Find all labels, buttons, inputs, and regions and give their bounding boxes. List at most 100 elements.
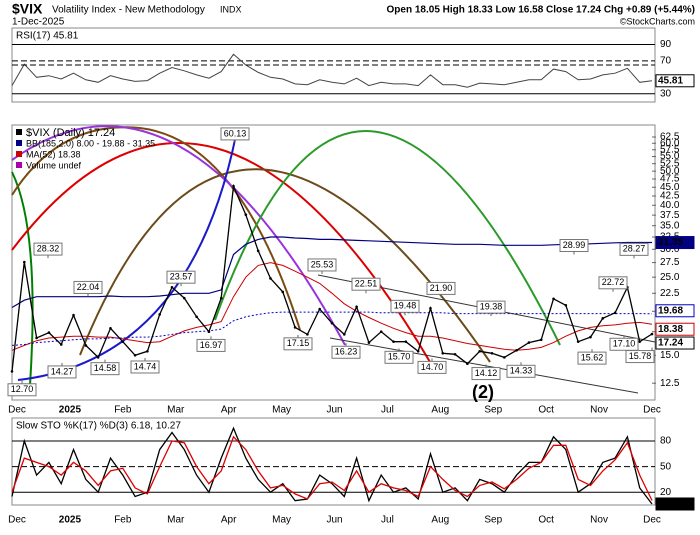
annotation-box [417,360,447,374]
arc [11,125,346,346]
annotation-label: 19.48 [394,301,417,311]
y-tick-label: 70 [660,56,672,67]
value-box [655,336,695,350]
price-point [133,354,137,357]
annotation-label: 15.62 [581,352,604,362]
annotation-box [390,299,420,313]
y-tick-label: 62.5 [660,132,680,143]
legend-swatch [16,140,22,146]
price-point [293,326,297,329]
legend-swatch [16,151,22,157]
legend-swatch [16,162,22,168]
annotation-box [577,351,607,365]
y-tick-label: 27.5 [660,257,680,268]
value-box-label: 19.68 [658,305,683,316]
y-tick-label: 55.0 [660,151,680,162]
price-point [355,305,358,309]
price-point [589,335,592,339]
annotation-box [166,270,196,284]
price-point [170,285,174,289]
price-point [367,341,371,344]
x-tick-label: Jun [326,405,342,416]
annotation-label: 14.33 [510,366,533,376]
y-tick-label: 57.5 [660,144,680,155]
price-point [232,184,235,188]
trendline [329,337,639,394]
x-tick-label: Aug [431,405,449,416]
price-point [330,321,334,325]
price-point [59,343,63,346]
annotation-label: 17.15 [287,338,310,348]
indicator-line [11,53,653,88]
legend-label: Volume undef [26,160,82,170]
annotation-label: 14.58 [94,363,117,373]
annotation-box [33,242,63,256]
x-tick-label: Jul [381,515,394,526]
arc [11,171,34,386]
annotation-label: 14.74 [134,361,157,371]
annotation-label: 28.99 [563,240,586,250]
value-box-label: 45.81 [658,75,683,86]
annotation-label: 25.53 [311,259,334,269]
x-tick-label: Nov [590,515,608,526]
price-point [650,332,654,336]
price-point [601,317,605,320]
annotation-label: 28.32 [37,243,60,253]
price-point [429,306,432,310]
x-tick-label: 2025 [59,405,82,416]
annotation-box [506,364,536,378]
price-point [281,290,285,294]
y-tick-label: 60.0 [660,138,680,149]
price-point [318,307,321,311]
price-point [96,356,100,359]
y-tick-label: 25.0 [660,272,680,283]
price-point [515,348,518,352]
price-point [466,362,469,365]
price-point [269,277,272,280]
x-tick-label: Aug [431,515,449,526]
annotation-box [351,277,381,291]
y-tick-label: 42.5 [660,191,680,202]
x-tick-label: Sep [484,515,502,526]
y-tick-label: 20 [660,487,672,498]
annotation-label: 17.10 [613,339,636,349]
y-tick-label: 45.0 [660,182,680,193]
y-tick-label: 50 [660,461,672,472]
price-point [613,311,617,315]
annotation-box [476,300,506,314]
ma-line [11,262,653,351]
x-tick-label: Apr [221,515,237,526]
x-tick-label: Sep [484,405,502,416]
legend-label: BB(185,2.0) 8.00 - 19.88 - 31.35 [26,138,155,148]
price-point [343,333,346,336]
price-point [10,370,14,373]
arc [214,130,561,346]
annotation-box [7,383,37,397]
y-tick-label: 80 [660,436,672,447]
price-point [35,336,38,340]
price-point [121,340,125,343]
annotation-label: 23.57 [170,272,193,282]
annotation-box [220,127,250,141]
annotation-label: 14.27 [51,366,74,376]
annotation-box [384,350,414,364]
price-point [219,296,223,300]
indicator-line [11,435,653,501]
x-tick-label: May [272,405,291,416]
value-box [655,322,695,336]
annotation-box [559,239,589,253]
annotation-label: 16.97 [200,340,223,350]
value-box-label: 17.24 [658,338,683,349]
annotation-label: 22.04 [77,282,100,292]
exchange: INDX [220,4,242,14]
price-point [478,349,481,353]
annotation-label: 14.12 [475,368,498,378]
date: 1-Dec-2025 [12,17,65,28]
y-tick-label: 15.0 [660,350,680,361]
price-point [416,349,420,353]
annotation-box [90,362,120,376]
y-tick-label: 90 [660,39,672,50]
value-box [655,236,695,250]
x-tick-label: Oct [538,405,554,416]
